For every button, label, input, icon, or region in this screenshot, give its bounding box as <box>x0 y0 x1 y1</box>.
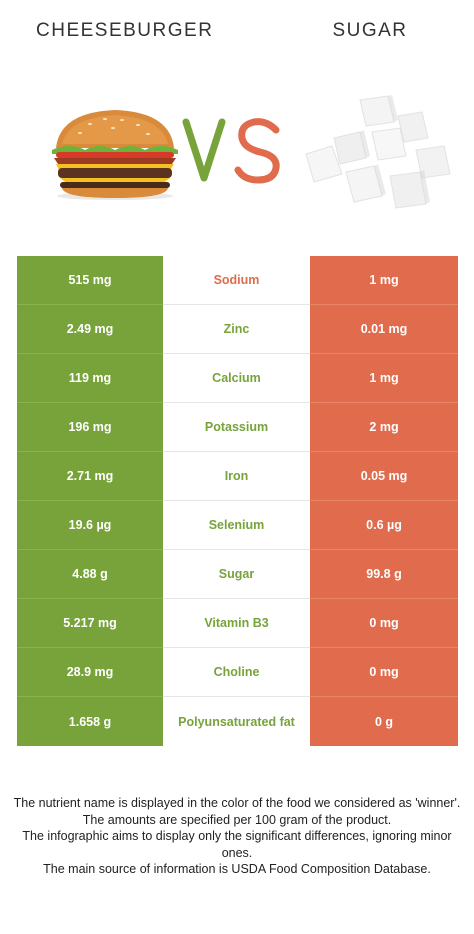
nutrient-name-cell: Sodium <box>163 256 310 305</box>
table-row: 119 mg Calcium 1 mg <box>17 354 458 403</box>
nutrient-name-cell: Choline <box>163 648 310 697</box>
table-row: 5.217 mg Vitamin B3 0 mg <box>17 599 458 648</box>
right-value-cell: 99.8 g <box>310 550 458 599</box>
left-value-cell: 2.71 mg <box>17 452 163 501</box>
right-value-cell: 1 mg <box>310 354 458 403</box>
right-value-cell: 1 mg <box>310 256 458 305</box>
sugar-cubes-image <box>305 95 451 209</box>
left-value-cell: 2.49 mg <box>17 305 163 354</box>
left-value-cell: 5.217 mg <box>17 599 163 648</box>
table-row: 28.9 mg Choline 0 mg <box>17 648 458 697</box>
footer-line: The amounts are specified per 100 gram o… <box>82 812 392 827</box>
left-value-cell: 1.658 g <box>17 697 163 746</box>
table-row: 2.71 mg Iron 0.05 mg <box>17 452 458 501</box>
right-value-cell: 0.05 mg <box>310 452 458 501</box>
footer-line: The infographic aims to display only the… <box>22 829 452 860</box>
left-value-cell: 196 mg <box>17 403 163 452</box>
nutrient-name-cell: Calcium <box>163 354 310 403</box>
nutrient-name-cell: Selenium <box>163 501 310 550</box>
left-value-cell: 119 mg <box>17 354 163 403</box>
left-food-title: CHEESEBURGER <box>36 20 214 41</box>
table-row: 515 mg Sodium 1 mg <box>17 256 458 305</box>
nutrient-name-cell: Zinc <box>163 305 310 354</box>
table-row: 4.88 g Sugar 99.8 g <box>17 550 458 599</box>
left-value-cell: 19.6 µg <box>17 501 163 550</box>
right-value-cell: 0.01 mg <box>310 305 458 354</box>
cheeseburger-image <box>52 110 178 200</box>
footer-line: The main source of information is USDA F… <box>43 862 431 876</box>
right-value-cell: 0 mg <box>310 648 458 697</box>
nutrient-name-cell: Potassium <box>163 403 310 452</box>
left-value-cell: 4.88 g <box>17 550 163 599</box>
right-food-title: SUGAR <box>332 20 408 41</box>
right-value-cell: 0 mg <box>310 599 458 648</box>
right-value-cell: 0.6 µg <box>310 501 458 550</box>
nutrient-name-cell: Iron <box>163 452 310 501</box>
table-row: 196 mg Potassium 2 mg <box>17 403 458 452</box>
left-value-cell: 28.9 mg <box>17 648 163 697</box>
footer-line: The nutrient name is displayed in the co… <box>13 796 461 810</box>
table-row: 19.6 µg Selenium 0.6 µg <box>17 501 458 550</box>
table-row: 1.658 g Polyunsaturated fat 0 g <box>17 697 458 746</box>
right-value-cell: 2 mg <box>310 403 458 452</box>
left-value-cell: 515 mg <box>17 256 163 305</box>
comparison-table: 515 mg Sodium 1 mg 2.49 mg Zinc 0.01 mg 119 mg… <box>17 256 458 746</box>
table-row: 2.49 mg Zinc 0.01 mg <box>17 305 458 354</box>
right-value-cell: 0 g <box>310 697 458 746</box>
vs-label <box>182 118 280 184</box>
footer-notes: The nutrient name is displayed in the co… <box>10 795 464 878</box>
nutrient-name-cell: Vitamin B3 <box>163 599 310 648</box>
nutrient-name-cell: Sugar <box>163 550 310 599</box>
nutrient-name-cell: Polyunsaturated fat <box>163 697 310 746</box>
